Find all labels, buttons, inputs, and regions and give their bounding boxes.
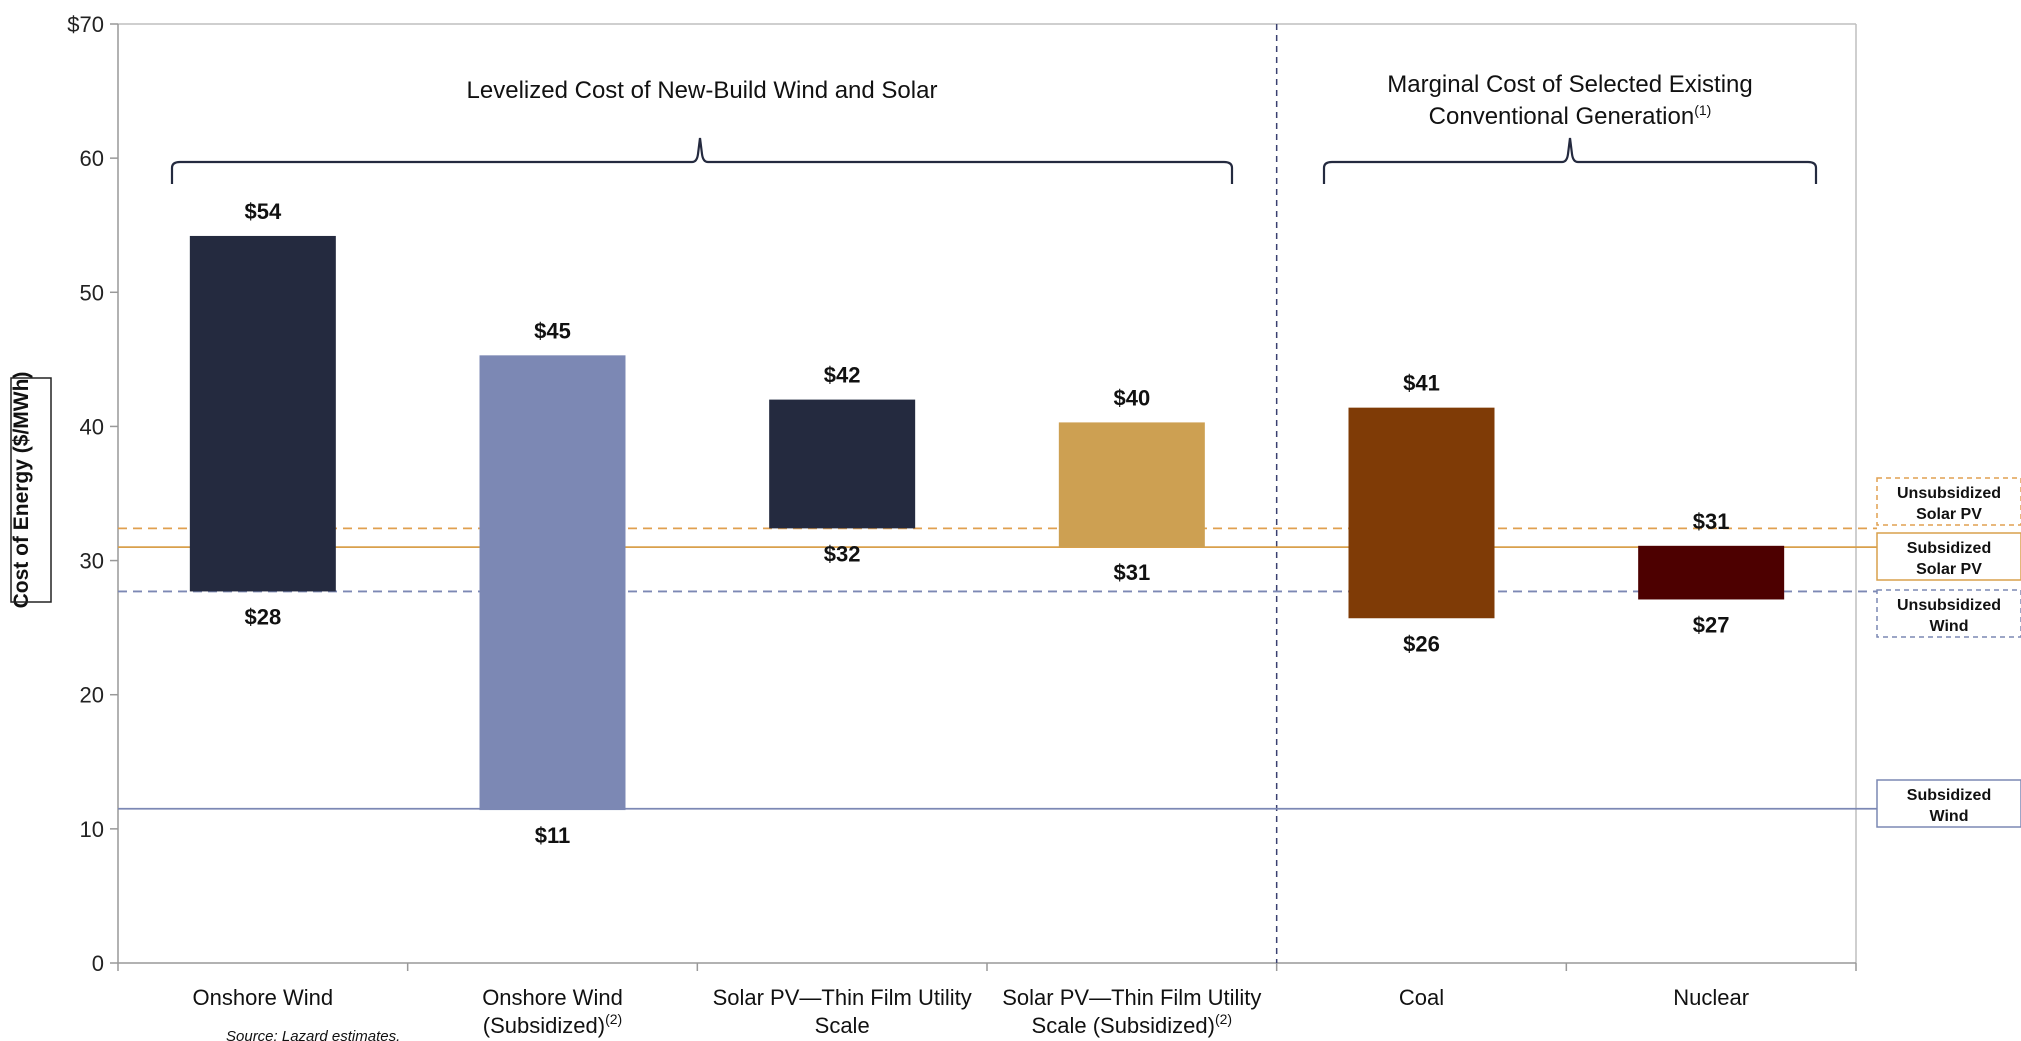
x-tick-label: Coal bbox=[1399, 985, 1444, 1010]
bar-high-label: $31 bbox=[1693, 509, 1730, 534]
bar bbox=[479, 355, 626, 811]
reference-label: Unsubsidized bbox=[1897, 597, 2001, 614]
y-tick-label: 10 bbox=[80, 817, 104, 842]
reference-label: Wind bbox=[1930, 618, 1969, 635]
y-axis-label-box bbox=[10, 377, 52, 603]
group-title: Conventional Generation(1) bbox=[1429, 102, 1712, 130]
group-title: Levelized Cost of New-Build Wind and Sol… bbox=[467, 77, 938, 104]
bar-low-label: $28 bbox=[244, 604, 281, 629]
bar bbox=[769, 399, 916, 529]
source-note: Source: Lazard estimates. bbox=[226, 1028, 400, 1041]
group-title: Marginal Cost of Selected Existing bbox=[1387, 71, 1753, 98]
chart-labels: Unsubsidized Solar PV Subsidized Solar PV Un… bbox=[170, 71, 2021, 848]
reference-label-box bbox=[1876, 779, 2021, 828]
reference-label: Subsidized bbox=[1907, 540, 1991, 557]
y-tick-label: 40 bbox=[80, 414, 104, 439]
reference-label: Unsubsidized bbox=[1897, 485, 2001, 502]
bar-low-label: $26 bbox=[1403, 631, 1440, 656]
reference-label: Solar PV bbox=[1916, 561, 1982, 578]
x-tick-label: Scale bbox=[815, 1013, 870, 1038]
y-tick-label: 20 bbox=[80, 683, 104, 708]
bar-low-label: $32 bbox=[824, 541, 861, 566]
reference-label-box bbox=[1876, 477, 2021, 526]
reference-label: Subsidized bbox=[1907, 787, 1991, 804]
x-tick-label: Onshore Wind bbox=[482, 985, 623, 1010]
x-tick-label: Solar PV—Thin Film Utility bbox=[713, 985, 972, 1010]
x-tick-label: (Subsidized)(2) bbox=[483, 1011, 622, 1038]
y-axis-label: Cost of Energy ($/MWh) bbox=[10, 372, 33, 609]
bar-high-label: $45 bbox=[534, 318, 571, 343]
reference-label: Wind bbox=[1930, 808, 1969, 825]
reference-label-box bbox=[1876, 589, 2021, 638]
x-tick-label: Onshore Wind bbox=[193, 985, 334, 1010]
group-brace bbox=[170, 137, 1234, 184]
reference-label: Solar PV bbox=[1916, 506, 1982, 523]
reference-label-box bbox=[1876, 532, 2021, 581]
x-tick-label: Scale (Subsidized)(2) bbox=[1032, 1011, 1233, 1038]
bar bbox=[189, 235, 336, 592]
bar bbox=[1058, 422, 1205, 548]
x-tick-label: Solar PV—Thin Film Utility bbox=[1002, 985, 1261, 1010]
chart-axes: 0 10 20 30 40 50 60 $70 Onshore Wind Onshore Wind… bbox=[67, 12, 1857, 1038]
y-tick-label: 30 bbox=[80, 549, 104, 574]
bar-high-label: $42 bbox=[824, 363, 861, 388]
chart-bars bbox=[189, 235, 1785, 811]
y-tick-label: 60 bbox=[80, 146, 104, 171]
bar bbox=[1638, 545, 1785, 600]
y-tick-label: 0 bbox=[92, 951, 104, 976]
bar-low-label: $27 bbox=[1693, 612, 1730, 637]
group-brace bbox=[1322, 137, 1818, 184]
bar-low-label: $31 bbox=[1113, 560, 1150, 585]
reference-lines bbox=[118, 527, 1877, 810]
y-tick-label: $70 bbox=[67, 12, 104, 37]
y-tick-label: 50 bbox=[80, 280, 104, 305]
bar bbox=[1348, 407, 1495, 619]
bar-high-label: $40 bbox=[1113, 385, 1150, 410]
bar-low-label: $11 bbox=[535, 823, 571, 848]
x-tick-label: Nuclear bbox=[1673, 985, 1749, 1010]
bar-high-label: $54 bbox=[244, 199, 281, 224]
bar-high-label: $41 bbox=[1403, 371, 1440, 396]
